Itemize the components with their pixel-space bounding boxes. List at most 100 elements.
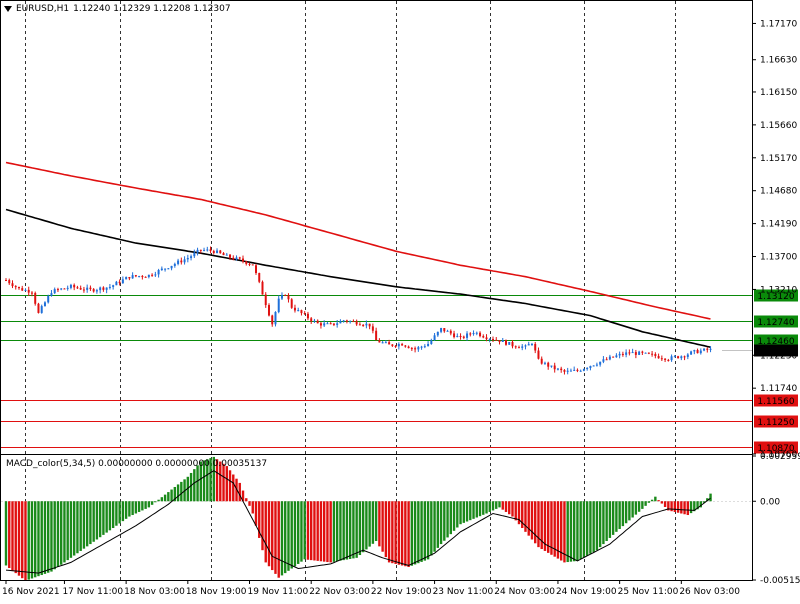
candle-body	[709, 348, 712, 350]
macd-histogram-bar	[706, 498, 709, 502]
macd-histogram-bar	[225, 466, 228, 502]
macd-histogram-bar	[582, 501, 586, 558]
macd-histogram-bar	[670, 501, 673, 512]
level-label-box	[754, 334, 798, 347]
candle-body	[612, 356, 615, 358]
main-panel-frame	[0, 0, 753, 455]
candle-body	[115, 281, 118, 286]
candle-body	[138, 276, 141, 278]
candle-body	[423, 346, 426, 348]
macd-histogram-bar	[251, 501, 254, 514]
macd-histogram-bar	[141, 501, 144, 511]
candle-body	[287, 295, 290, 300]
macd-histogram-bar	[368, 501, 371, 547]
candle-body	[290, 299, 293, 308]
candle-body	[615, 355, 618, 358]
candle-body	[151, 274, 154, 276]
candle-body	[212, 251, 215, 253]
candle-body	[475, 332, 478, 334]
macd-histogram-bar	[258, 501, 261, 538]
candle-body	[573, 369, 576, 371]
candle-body	[238, 257, 241, 259]
price-tick-label: 1.16150	[760, 88, 797, 98]
candle-body	[401, 344, 404, 346]
candle-body	[420, 346, 423, 348]
macd-histogram-bar	[576, 501, 579, 561]
candle-body	[186, 258, 189, 260]
macd-histogram-bar	[89, 501, 92, 545]
candle-body	[242, 258, 245, 262]
macd-histogram-bar	[37, 501, 40, 577]
candle-body	[190, 256, 193, 259]
candle-body	[112, 285, 115, 287]
macd-histogram-bar	[420, 501, 423, 562]
macd-histogram-bar	[319, 501, 323, 562]
macd-histogram-bar	[189, 472, 193, 502]
macd-histogram-bar	[449, 501, 453, 535]
candle-body	[60, 288, 63, 290]
macd-histogram-bar	[95, 501, 99, 540]
time-tick-label: 25 Nov 11:00	[618, 587, 679, 597]
macd-histogram-bar	[245, 498, 248, 502]
price-tick-label: 1.15660	[760, 121, 797, 131]
price-tick-label: 1.16630	[760, 56, 797, 66]
macd-histogram-bar	[517, 501, 521, 525]
macd-histogram-bar	[485, 501, 488, 514]
macd-histogram-bar	[504, 501, 508, 512]
candle-body	[384, 342, 387, 344]
macd-histogram-bar	[196, 465, 199, 502]
candle-body	[696, 349, 699, 354]
macd-tick-label: 0.00	[760, 497, 780, 507]
candle-body	[371, 326, 374, 331]
candle-body	[8, 280, 11, 284]
candle-body	[414, 348, 417, 350]
level-label-box	[754, 441, 798, 454]
symbol-timeframe: EURUSD,H1	[16, 4, 70, 14]
candle-body	[274, 311, 277, 325]
macd-histogram-bar	[170, 489, 173, 502]
macd-histogram-bar	[157, 499, 160, 502]
candle-body	[164, 268, 167, 270]
current-price-box	[754, 344, 798, 357]
candle-body	[686, 354, 689, 357]
macd-histogram-bar	[579, 501, 582, 560]
macd-histogram-bar	[501, 501, 504, 510]
macd-histogram-bar	[530, 501, 534, 540]
macd-histogram-bar	[527, 501, 530, 536]
time-tick-label: 23 Nov 11:00	[433, 587, 494, 597]
macd-histogram-bar	[521, 501, 524, 529]
candle-body	[82, 289, 85, 291]
macd-histogram-bar	[488, 501, 491, 512]
candle-body	[63, 288, 66, 290]
candle-body	[677, 356, 680, 359]
macd-histogram-bar	[683, 501, 686, 515]
macd-histogram-bar	[446, 501, 449, 538]
price-tick-label: 1.11740	[760, 384, 797, 394]
candle-body	[209, 249, 212, 252]
candle-body	[644, 352, 647, 354]
candle-body	[229, 254, 232, 258]
macd-histogram-bar	[309, 501, 313, 561]
candle-body	[378, 340, 381, 343]
candle-body	[34, 292, 37, 304]
macd-histogram-bar	[709, 493, 712, 502]
macd-histogram-bar	[102, 501, 105, 535]
macd-histogram-bar	[572, 501, 576, 562]
macd-histogram-bar	[491, 501, 495, 511]
candle-body	[576, 369, 579, 371]
candle-body	[235, 257, 238, 260]
candle-body	[193, 252, 196, 257]
candle-body	[540, 358, 543, 364]
macd-histogram-bar	[40, 501, 43, 576]
macd-header: MACD_color(5,34,5) 0.00000000 0.00000000…	[6, 459, 268, 469]
candle-body	[293, 307, 296, 311]
macd-histogram-bar	[605, 501, 608, 542]
candle-body	[326, 323, 329, 325]
candle-body	[628, 352, 631, 354]
macd-histogram-bar	[180, 481, 183, 502]
triangle-down-icon[interactable]	[4, 6, 12, 12]
candle-body	[173, 263, 176, 266]
macd-histogram-bar	[284, 501, 287, 574]
